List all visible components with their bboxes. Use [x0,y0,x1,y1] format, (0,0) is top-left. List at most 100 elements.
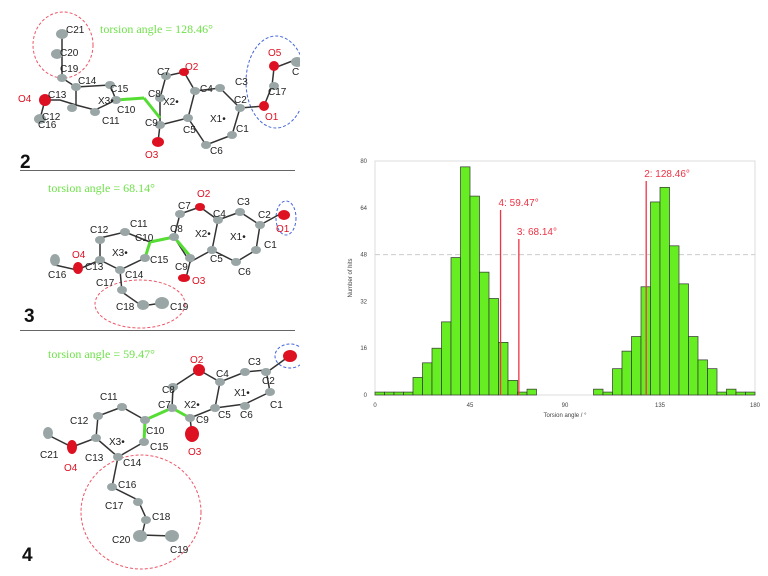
svg-text:X3•: X3• [109,437,125,448]
svg-text:C17: C17 [268,87,287,98]
svg-text:C9: C9 [196,415,209,426]
svg-text:C10: C10 [135,233,154,244]
svg-text:C2: C2 [262,376,275,387]
svg-text:C17: C17 [96,278,115,289]
svg-text:C9: C9 [175,262,188,273]
svg-text:C18: C18 [292,67,300,78]
compound-number: 3 [24,306,35,327]
svg-text:O2: O2 [190,355,204,366]
svg-text:C8: C8 [148,89,161,100]
svg-text:X2•: X2• [184,400,200,411]
histogram-bar [384,391,395,396]
svg-text:X3•: X3• [98,96,114,107]
histogram-bar [669,245,680,396]
y-tick-label: 80 [360,159,367,165]
histogram-bar [716,391,727,396]
svg-text:O2: O2 [197,189,211,200]
compound-number: 4 [22,545,33,566]
svg-text:O1: O1 [276,224,290,235]
histogram-bar [431,347,442,396]
svg-text:C21: C21 [40,450,59,461]
reference-label: 3: 68.14° [517,227,557,238]
svg-text:C16: C16 [118,480,137,491]
svg-text:C11: C11 [100,392,118,403]
divider [20,330,295,331]
molecule-2-structure: C21 C20 C19 C14 C15 C13 X3•C10 C12 C16 C11 C8 C… [18,11,311,161]
svg-text:C20: C20 [112,535,131,546]
svg-text:C4: C4 [213,209,226,220]
histogram-bar [450,257,461,396]
svg-text:C20: C20 [60,48,79,59]
histogram-bar [479,271,490,396]
torsion-angle-label: torsion angle = 128.46° [100,22,213,36]
svg-text:X3•: X3• [112,248,128,259]
svg-text:C6: C6 [210,146,223,157]
svg-text:C15: C15 [150,442,169,453]
svg-text:O3: O3 [145,150,159,161]
x-tick-label: 45 [467,403,474,409]
x-tick-label: 135 [655,403,666,409]
histogram-bar [697,359,708,396]
x-tick-label: 180 [750,403,761,409]
svg-text:X2•: X2• [195,229,211,240]
svg-text:O5: O5 [268,48,282,59]
svg-text:O3: O3 [192,276,206,287]
histogram-bar [374,391,385,396]
svg-text:X1•: X1• [210,114,226,125]
histogram-bar [460,166,471,396]
x-tick-label: 0 [373,403,377,409]
svg-text:C4: C4 [200,84,213,95]
histogram-bar [688,336,699,396]
histogram-bar [488,298,499,396]
svg-text:C17: C17 [105,501,124,512]
histogram-plot: 4: 59.47° 3: 68.14° 2: 128.46° 0 45 90 135 180 0… [348,159,761,419]
svg-text:O4: O4 [64,463,78,474]
svg-text:C18: C18 [152,512,171,523]
histogram-bar [745,391,756,396]
svg-text:C15: C15 [110,84,129,95]
svg-text:C1: C1 [236,124,249,135]
svg-text:C14: C14 [125,270,144,281]
svg-text:C10: C10 [146,426,165,437]
histogram-bar [393,391,404,396]
svg-text:C11: C11 [130,219,148,230]
histogram-bar [650,201,661,396]
histogram-bar [526,388,537,396]
svg-text:C4: C4 [216,369,229,380]
svg-text:C8: C8 [170,224,183,235]
svg-text:C11: C11 [102,116,120,127]
svg-text:C3: C3 [235,77,248,88]
svg-text:C12: C12 [42,112,61,123]
svg-text:C19: C19 [60,64,79,75]
histogram-bar [602,391,613,396]
torsion-angle-label: torsion angle = 68.14° [48,181,155,195]
y-tick-label: 16 [360,346,367,352]
y-tick-label: 64 [360,206,367,212]
y-tick-label: 0 [364,393,368,399]
svg-text:C8: C8 [162,385,175,396]
svg-text:C14: C14 [123,458,142,469]
histogram-bar [422,362,433,396]
svg-text:C9: C9 [145,118,158,129]
svg-text:O4: O4 [18,94,32,105]
y-tick-label: 48 [360,253,367,259]
histogram-bar [507,380,518,396]
svg-text:X1•: X1• [234,388,250,399]
svg-text:C7: C7 [157,67,170,78]
histogram-bar [593,388,604,396]
histogram-bar [659,186,670,396]
svg-text:C19: C19 [170,302,189,313]
svg-text:C12: C12 [90,225,109,236]
svg-text:O3: O3 [188,447,202,458]
torsion-angle-label: torsion angle = 59.47° [48,347,155,361]
histogram-bar [469,195,480,396]
svg-text:C5: C5 [218,410,231,421]
histogram-bar [498,342,509,396]
svg-text:C1: C1 [270,400,283,411]
svg-text:C12: C12 [70,416,89,427]
svg-text:C2: C2 [234,95,247,106]
molecule-panel-3: C12 C11 C10 C8 C7 X2• X3• C15 C9 C5 C4 C3 C2 X1• C… [0,170,300,330]
compound-number: 2 [20,152,31,173]
svg-text:C5: C5 [183,125,196,136]
